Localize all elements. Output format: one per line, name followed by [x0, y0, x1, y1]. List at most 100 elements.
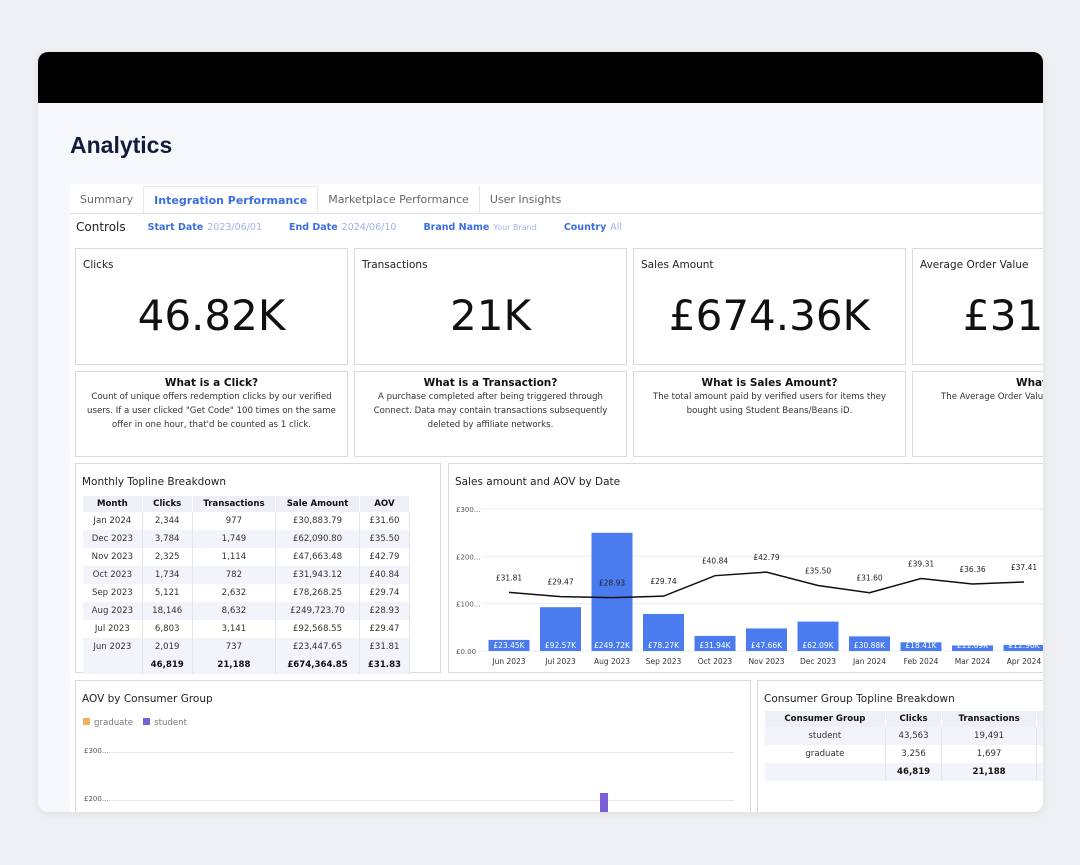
desc-text: A purchase completed after being trigger… [373, 392, 608, 430]
aov-consumer-group-card: AOV by Consumer Group graduate student £… [75, 680, 751, 812]
monthly-topline-card: Monthly Topline Breakdown Month Clicks Tra… [75, 463, 441, 674]
column-header[interactable]: Clicks [885, 711, 943, 727]
table-cell: 18,146 [142, 602, 193, 620]
desc-transaction: What is a Transaction? A purchase complet… [354, 371, 627, 457]
table-row: Oct 2023 1,734 782 £31,943.12 £40.84 [83, 566, 411, 584]
bar[interactable] [900, 642, 942, 651]
end-date-filter[interactable]: End Date 2024/06/10 [289, 222, 396, 233]
table-cell: 21,188 [941, 763, 1037, 781]
top-bar [38, 52, 1043, 103]
start-date-filter[interactable]: Start Date 2023/06/01 [148, 222, 262, 233]
bar-label: £249.72K [594, 641, 631, 650]
y-tick-label: £300... [84, 747, 109, 755]
legend-item-student[interactable]: student [143, 718, 187, 728]
tab-integration-performance[interactable]: Integration Performance [143, 186, 319, 213]
bar[interactable] [488, 639, 530, 651]
table-cell: 1,697 [941, 745, 1037, 763]
card-title: Consumer Group Topline Breakdown [764, 693, 955, 705]
tab-bar: Summary Integration Performance Marketpl… [70, 186, 1043, 214]
kpi-sales-amount: Sales Amount £674.36K [633, 248, 906, 365]
table-cell: Jun 2023 [83, 638, 143, 656]
bar[interactable] [591, 532, 633, 651]
bar-label: £12.96K [1008, 641, 1040, 650]
table-cell [83, 656, 143, 674]
kpi-value: £674.36K [668, 291, 871, 340]
brand-name-filter[interactable]: Brand Name Your Brand [423, 222, 536, 233]
x-tick-label: Oct 2023 [698, 657, 733, 666]
line-label: £31.60 [856, 574, 882, 583]
card-title: Monthly Topline Breakdown [82, 476, 226, 488]
filter-label: Start Date [147, 221, 204, 233]
column-header[interactable]: Sale Amount [275, 496, 360, 512]
line-label: £31.81 [496, 573, 522, 582]
chart-title: AOV by Consumer Group [82, 693, 213, 705]
consumer-table: Consumer GroupClicksTransactionsSastuden… [765, 711, 1043, 781]
x-tick-label: Jan 2024 [852, 657, 886, 666]
table-cell: £6 [1036, 763, 1043, 781]
kpi-title: Clicks [83, 259, 114, 271]
dashboard-grid: Clicks 46.82K Transactions 21K Sales Amoun… [38, 52, 1043, 812]
tab-summary[interactable]: Summary [80, 193, 134, 206]
table-cell: 19,491 [941, 727, 1037, 745]
table-cell: Jul 2023 [83, 620, 143, 638]
page-title: Analytics [70, 132, 173, 158]
tab-user-insights[interactable]: User Insights [478, 186, 572, 213]
desc-title: What [1016, 377, 1043, 389]
table-cell: £674,364.85 [275, 656, 360, 674]
table-cell: £ [1036, 745, 1043, 763]
x-tick-label: Sep 2023 [646, 657, 682, 666]
content-clip: Clicks 46.82K Transactions 21K Sales Amoun… [38, 52, 1043, 812]
bar[interactable] [694, 635, 736, 651]
table-cell: Dec 2023 [83, 530, 143, 548]
kpi-transactions: Transactions 21K [354, 248, 627, 365]
country-filter[interactable]: Country All [564, 222, 622, 233]
bar-label: £23.45K [493, 641, 525, 650]
bar[interactable] [1003, 644, 1044, 651]
bar-label: £62.09K [802, 641, 834, 650]
sales-aov-chart: £0.00 £100... £200... £300... £23.45K Jun 202… [456, 506, 1044, 666]
column-header[interactable]: Sa [1036, 711, 1043, 727]
column-header[interactable]: Clicks [142, 496, 193, 512]
gridline [108, 800, 734, 801]
column-header[interactable]: Transactions [941, 711, 1037, 727]
line-label: £28.93 [599, 579, 625, 588]
table-cell: 1,749 [192, 530, 277, 548]
filter-label: End Date [289, 221, 338, 233]
table-cell: 977 [192, 512, 277, 530]
bar[interactable] [849, 636, 890, 651]
table-cell: 46,819 [142, 656, 193, 674]
legend-item-graduate[interactable]: graduate [83, 718, 133, 728]
desc-click: What is a Click? Count of unique offers r… [75, 371, 348, 457]
bar[interactable] [643, 613, 684, 651]
column-header[interactable]: AOV [359, 496, 411, 512]
table-cell: 1,734 [142, 566, 193, 584]
table-cell: £29.74 [359, 584, 411, 602]
x-tick-label: Aug 2023 [594, 657, 630, 666]
table-row: Jun 2023 2,019 737 £23,447.65 £31.81 [83, 638, 411, 656]
table-cell: £31.83 [359, 656, 411, 674]
controls-bar: Controls Start Date 2023/06/01 End Date 20… [76, 220, 649, 234]
filter-value: Your Brand [493, 222, 537, 232]
desc-text: The total amount paid by verified users … [652, 392, 887, 416]
column-header[interactable]: Transactions [192, 496, 277, 512]
bar-label: £47.66K [751, 641, 783, 650]
monthly-table: Month Clicks Transactions Sale Amount AOV Jan… [83, 496, 411, 674]
desc-title: What is Sales Amount? [701, 377, 838, 389]
bar[interactable] [746, 628, 787, 651]
table-cell: £62,090.80 [275, 530, 360, 548]
column-header[interactable]: Month [83, 496, 143, 512]
kpi-title: Average Order Value [920, 259, 1029, 271]
bar[interactable] [952, 645, 993, 651]
bar[interactable] [540, 607, 581, 651]
kpi-title: Sales Amount [641, 259, 714, 271]
line-label: £29.47 [547, 578, 573, 587]
table-cell: Sep 2023 [83, 584, 143, 602]
column-header[interactable]: Consumer Group [765, 711, 886, 727]
tab-marketplace-performance[interactable]: Marketplace Performance [328, 193, 469, 206]
chart-title: Sales amount and AOV by Date [455, 476, 621, 488]
line-label: £42.79 [753, 553, 779, 562]
bar[interactable] [797, 621, 839, 651]
desc-title: What is a Transaction? [423, 377, 558, 389]
